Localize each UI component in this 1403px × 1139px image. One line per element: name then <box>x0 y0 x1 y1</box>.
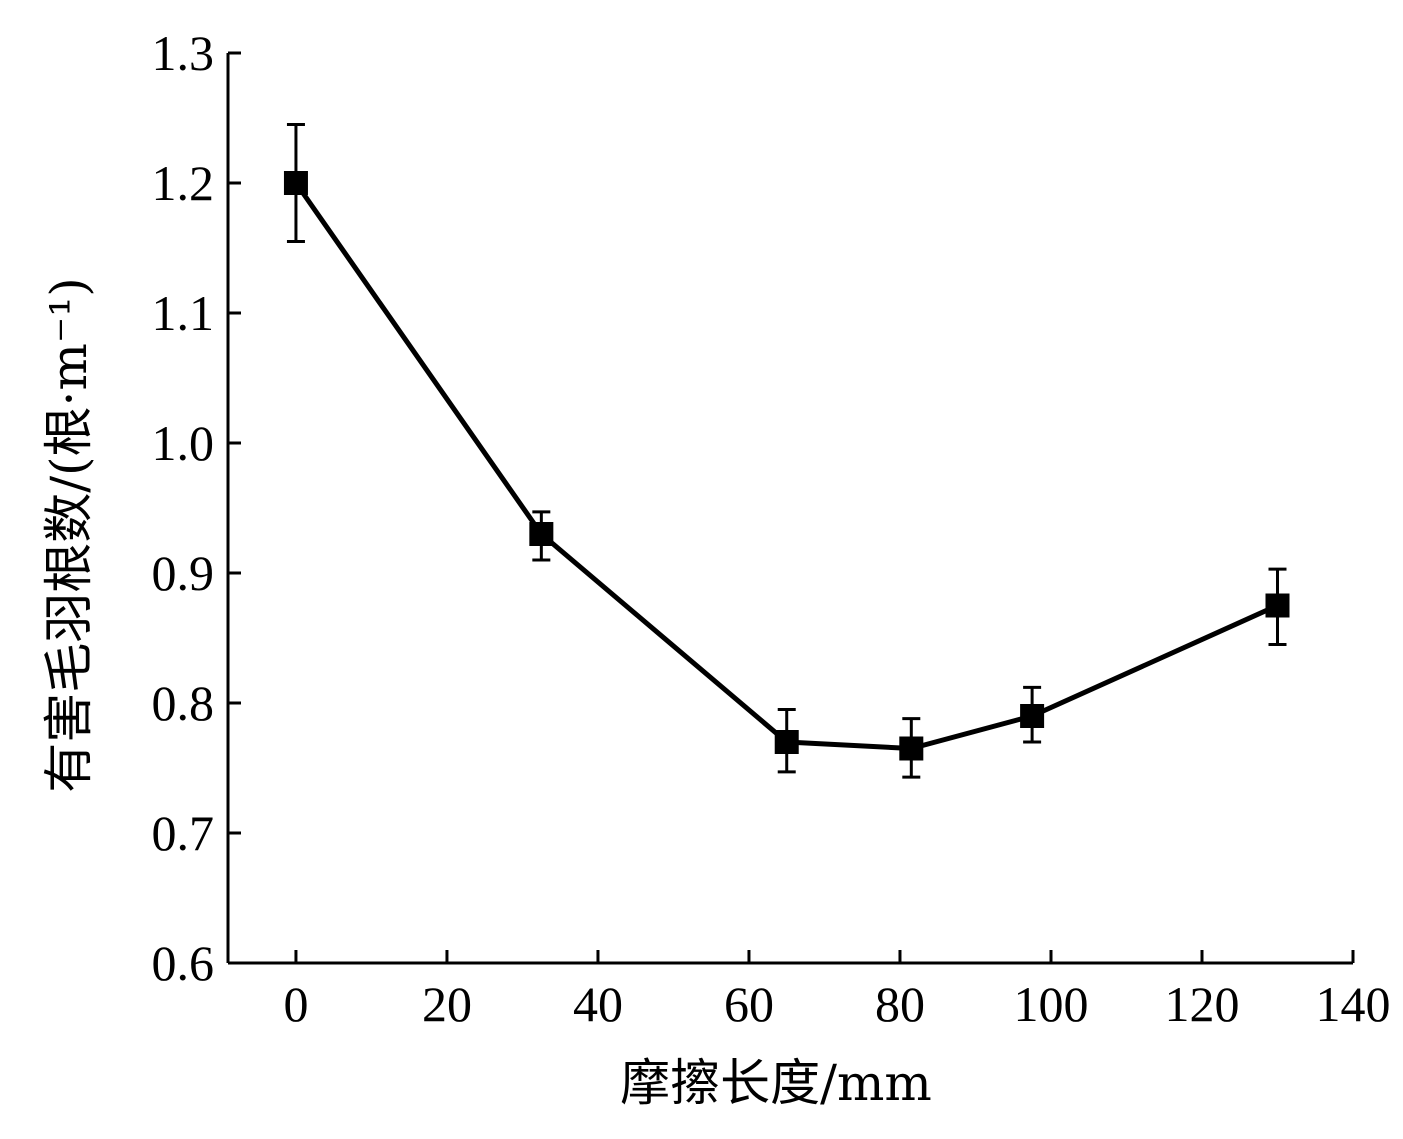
x-tick-label: 20 <box>422 976 472 1032</box>
y-axis-title: 有害毛羽根数/(根·m⁻¹) <box>40 277 98 793</box>
y-tick-label: 0.8 <box>152 675 215 731</box>
x-tick-label: 140 <box>1316 976 1391 1032</box>
y-tick-label: 1.1 <box>152 285 215 341</box>
series-line <box>293 181 1279 751</box>
axes <box>226 53 1353 965</box>
data-point <box>899 736 924 761</box>
y-tick-label: 1.3 <box>152 25 215 81</box>
data-point <box>283 171 308 195</box>
series-group <box>283 123 1290 779</box>
x-axis-ticks: 0 20 40 60 80 100 120 140 <box>283 950 1391 1032</box>
y-tick-label: 1.2 <box>152 155 215 211</box>
data-point <box>529 522 554 546</box>
x-tick-label: 0 <box>283 976 308 1032</box>
y-tick-label: 1.0 <box>152 415 215 471</box>
x-axis-title: 摩擦长度/mm <box>620 1054 932 1112</box>
y-tick-label: 0.7 <box>152 805 215 861</box>
y-tick-label: 0.9 <box>152 545 215 601</box>
data-point <box>774 730 799 754</box>
x-tick-label: 60 <box>724 976 774 1032</box>
x-tick-label: 100 <box>1013 976 1088 1032</box>
data-point <box>1265 593 1290 618</box>
x-tick-label: 80 <box>875 976 925 1032</box>
data-point <box>1020 704 1045 728</box>
y-tick-label: 0.6 <box>152 935 215 991</box>
x-tick-label: 120 <box>1164 976 1239 1032</box>
x-tick-label: 40 <box>573 976 623 1032</box>
y-axis-ticks: 0.6 0.7 0.8 0.9 1.0 1.1 1.2 1.3 <box>152 25 241 991</box>
